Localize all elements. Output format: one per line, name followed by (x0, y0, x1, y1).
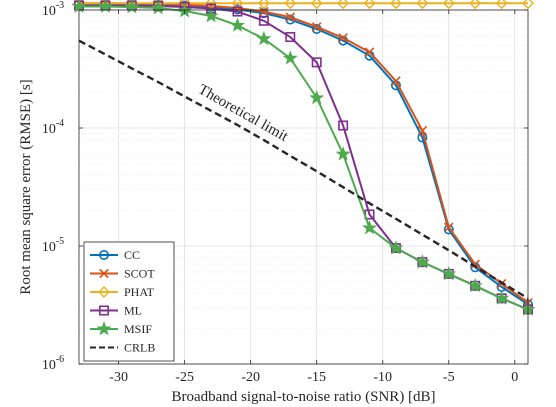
legend-label: MSIF (124, 322, 152, 336)
data-point (391, 76, 401, 86)
y-tick-label: 10-4 (42, 118, 64, 137)
y-axis-label: Root mean square error (RMSE) [s] (18, 79, 34, 294)
data-point (494, 290, 510, 305)
data-point (97, 0, 113, 13)
y-tick-label: 10-6 (42, 354, 64, 373)
theoretical-limit-annotation: Theoretical limit (195, 82, 291, 146)
data-point (442, 0, 455, 10)
data-point (284, 0, 297, 10)
data-point (389, 0, 402, 10)
data-point (309, 90, 325, 105)
legend-label: PHAT (124, 285, 155, 299)
data-point (96, 321, 112, 336)
data-point (98, 286, 110, 298)
data-point (285, 32, 296, 43)
x-tick-label: -10 (373, 370, 392, 385)
data-point (229, 17, 245, 32)
legend-label: CC (124, 248, 140, 262)
data-point (441, 266, 457, 281)
y-tick-label: 10-3 (42, 0, 64, 19)
data-point (259, 6, 269, 17)
data-point (467, 277, 483, 293)
data-point (310, 0, 323, 10)
data-point (469, 0, 482, 10)
x-tick-label: -30 (109, 370, 128, 385)
legend: CC SCOT PHAT ML MSIF CRLB (83, 241, 175, 362)
legend-item-cc: CC (90, 248, 140, 262)
legend-item-ml: ML (90, 304, 142, 318)
data-point (414, 254, 430, 269)
data-point (337, 0, 350, 10)
ticks: -30 -25 -20 -15 -10 -5 0 10-6 10-5 10-4 10-3 (42, 0, 528, 385)
data-point (285, 12, 296, 22)
legend-label: ML (124, 304, 142, 318)
data-point (256, 30, 272, 46)
data-point (99, 250, 110, 261)
x-tick-label: -20 (241, 370, 260, 385)
data-point (99, 268, 109, 279)
x-tick-label: -5 (443, 370, 455, 385)
data-point (257, 0, 270, 10)
data-point (150, 0, 166, 15)
data-point (338, 120, 349, 131)
data-point (231, 0, 244, 10)
legend-item-crlb: CRLB (90, 341, 155, 355)
series-line (78, 39, 529, 300)
data-point (338, 33, 348, 43)
legend-item-scot: SCOT (90, 267, 155, 281)
data-point (311, 22, 322, 32)
x-tick-label: -15 (307, 370, 326, 385)
legend-item-phat: PHAT (90, 285, 155, 299)
plot-area-frame (78, 9, 529, 365)
data-point (417, 125, 428, 136)
data-point (71, 0, 87, 13)
x-axis-label: Broadband signal-to-noise ratio (SNR) [d… (171, 389, 435, 405)
data-point (416, 0, 429, 10)
data-point (282, 50, 298, 65)
x-tick-label: -25 (175, 370, 194, 385)
data-point (311, 57, 322, 68)
data-point (99, 305, 110, 316)
data-point (388, 240, 404, 255)
data-point (443, 222, 454, 233)
data-point (232, 6, 243, 17)
data-point (364, 47, 375, 57)
data-point (470, 259, 480, 270)
series-crlb (78, 39, 529, 300)
data-point (258, 15, 269, 26)
annotation-layer: Theoretical limit (195, 82, 291, 146)
data-point (203, 8, 219, 23)
legend-box (83, 241, 175, 362)
data-point (495, 0, 508, 10)
legend-label: SCOT (124, 267, 155, 281)
data-point (335, 146, 351, 161)
y-tick-label: 10-5 (42, 236, 64, 255)
legend-item-msif: MSIF (90, 321, 152, 336)
data-point (363, 0, 376, 10)
x-tick-label: 0 (511, 370, 518, 385)
data-point (522, 0, 534, 10)
legend-label: CRLB (124, 341, 155, 355)
data-point (362, 220, 378, 235)
